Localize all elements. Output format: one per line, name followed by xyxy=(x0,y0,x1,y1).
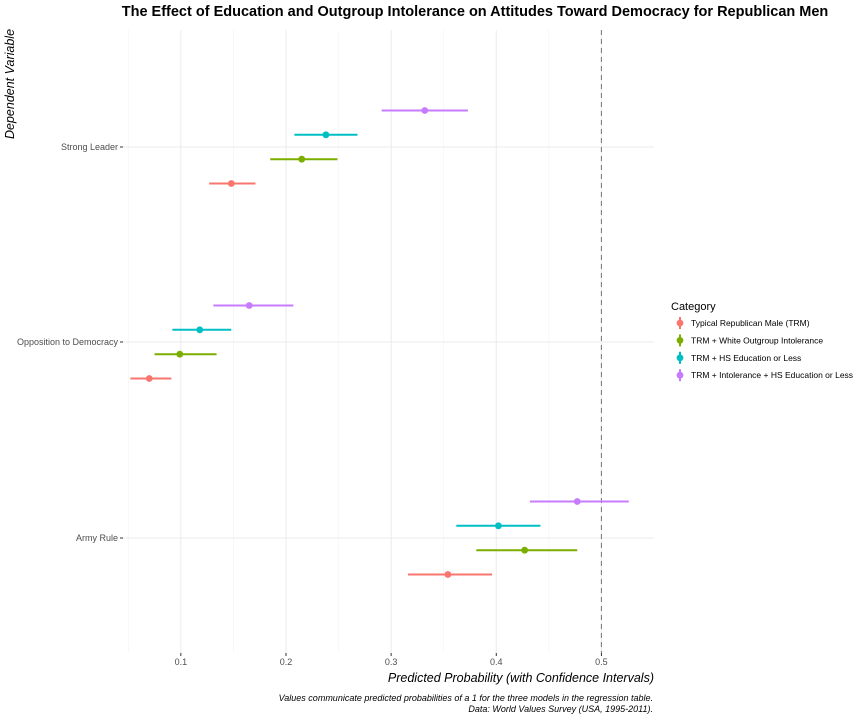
legend-title: Category xyxy=(671,301,716,313)
x-tick-label: 0.4 xyxy=(490,657,503,667)
point-estimate xyxy=(176,350,184,358)
legend-item: TRM + White Outgroup Intolerance xyxy=(676,334,823,347)
point-estimate xyxy=(196,326,204,334)
legend-item: Typical Republican Male (TRM) xyxy=(676,317,810,329)
legend-items: Typical Republican Male (TRM) TRM + White… xyxy=(676,317,853,382)
y-tick-label: Army Rule xyxy=(76,533,118,543)
legend-label: Typical Republican Male (TRM) xyxy=(691,318,810,328)
x-tick-label: 0.1 xyxy=(175,657,188,667)
point-estimate xyxy=(245,302,253,309)
grid-layer xyxy=(123,30,654,653)
legend-label: TRM + White Outgroup Intolerance xyxy=(691,335,823,345)
legend-label: TRM + Intolerance + HS Education or Less xyxy=(691,370,853,380)
y-tick-label: Opposition to Democracy xyxy=(17,337,119,347)
legend-key-point xyxy=(676,319,684,327)
legend-key-point xyxy=(676,354,684,362)
point-estimate xyxy=(521,546,529,554)
caption-line-2: Data: World Values Survey (USA, 1995-201… xyxy=(468,704,653,714)
legend-key-point xyxy=(676,371,684,379)
x-axis: 0.1 0.2 0.3 0.4 0.5 xyxy=(175,653,608,667)
y-axis-title: Dependent Variable xyxy=(3,29,17,139)
point-estimate xyxy=(145,375,153,382)
y-tick-label: Strong Leader xyxy=(61,142,118,152)
x-tick-label: 0.2 xyxy=(280,657,293,667)
marks-layer xyxy=(130,107,629,578)
x-tick-label: 0.5 xyxy=(595,657,608,667)
legend-label: TRM + HS Education or Less xyxy=(691,353,801,363)
caption-line-1: Values communicate predicted probabiliti… xyxy=(279,693,653,703)
point-estimate xyxy=(227,180,235,187)
point-estimate xyxy=(421,107,429,114)
legend-item: TRM + HS Education or Less xyxy=(676,351,801,364)
legend-key-point xyxy=(676,337,684,344)
x-axis-title: Predicted Probability (with Confidence I… xyxy=(388,671,654,685)
point-estimate xyxy=(494,522,502,530)
point-estimate xyxy=(444,571,452,578)
legend-item: TRM + Intolerance + HS Education or Less xyxy=(676,369,853,382)
x-tick-label: 0.3 xyxy=(385,657,398,667)
point-estimate xyxy=(322,131,330,139)
legend: Category Typical Republican Male (TRM) TR… xyxy=(671,301,853,382)
point-estimate xyxy=(298,155,306,163)
chart-title: The Effect of Education and Outgroup Int… xyxy=(122,4,829,20)
y-axis: Strong Leader Opposition to Democracy Army… xyxy=(17,142,123,543)
point-estimate xyxy=(573,498,581,505)
